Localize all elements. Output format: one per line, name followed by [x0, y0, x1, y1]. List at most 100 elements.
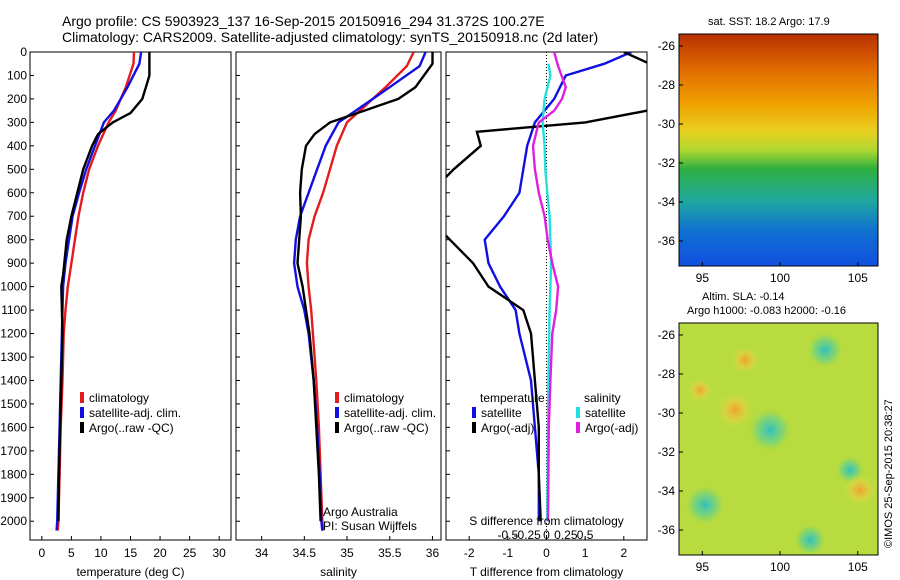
y-tick-label: 1300	[0, 350, 27, 364]
y-tick-label: 200	[7, 92, 27, 106]
s-tick-label: 0.5	[577, 528, 594, 542]
map-x-tick-label: 105	[848, 271, 868, 285]
x-tick-label: 20	[153, 546, 167, 560]
x-tick-label: 0	[543, 546, 550, 560]
s-tick-label: -0.25	[513, 528, 541, 542]
map-y-tick-label: -32	[658, 445, 676, 459]
sst-map-frame	[678, 33, 879, 267]
legend-swatch	[335, 407, 339, 418]
y-tick-label: 1200	[0, 327, 27, 341]
y-tick-label: 1700	[0, 444, 27, 458]
map-y-tick-label: -26	[658, 39, 676, 53]
sla-map-spots	[685, 332, 876, 556]
annotation: Argo Australia	[323, 505, 398, 519]
x-tick-label: 25	[183, 546, 197, 560]
x-tick-label: 35.5	[378, 546, 402, 560]
s-tick-label: 0.25	[554, 528, 578, 542]
map-x-tick-label: 95	[696, 271, 710, 285]
map-y-tick-label: -34	[658, 195, 676, 209]
legend-label: satellite-adj. clim.	[344, 406, 436, 420]
y-tick-label: 1500	[0, 397, 27, 411]
sla-map-frame	[678, 322, 879, 556]
x-tick-label: 1	[582, 546, 589, 560]
x-tick-label: -2	[464, 546, 475, 560]
series-line-1	[446, 52, 647, 522]
y-tick-label: 700	[7, 209, 27, 223]
x-tick-label: 15	[124, 546, 138, 560]
y-tick-label: 1600	[0, 420, 27, 434]
sst-map-image	[679, 34, 878, 266]
legend-label: climatology	[344, 391, 404, 405]
x-tick-label: 0	[38, 546, 45, 560]
x-tick-label: 34.5	[293, 546, 317, 560]
sst-map-title: sat. SST: 18.2 Argo: 17.9	[708, 16, 830, 28]
map-y-tick-label: -26	[658, 328, 676, 342]
profile-panels: 0100200300400500600700800900100011001200…	[0, 45, 648, 579]
series-line-1	[292, 52, 427, 531]
map-y-tick-label: -32	[658, 156, 676, 170]
x-tick-label: -1	[503, 546, 514, 560]
x-tick-label: 10	[94, 546, 108, 560]
legend-label: Argo(-adj)	[481, 421, 534, 435]
y-tick-label: 1800	[0, 467, 27, 481]
series-line-3	[531, 52, 568, 522]
y-tick-label: 0	[20, 45, 27, 59]
y-tick-label: 1100	[1, 303, 27, 317]
x-tick-label: 36	[426, 546, 440, 560]
y-tick-label: 100	[7, 68, 27, 82]
series-line-1	[55, 52, 143, 531]
legend-swatch	[335, 422, 339, 433]
y-tick-label: 500	[7, 162, 27, 176]
map-x-tick-label: 95	[696, 560, 710, 574]
legend-swatch	[576, 422, 580, 433]
y-tick-label: 1400	[0, 373, 27, 387]
legend-swatch	[335, 392, 339, 403]
sst-map: sat. SST: 18.2 Argo: 17.9 95 100 105 -26 -28…	[658, 16, 879, 285]
panel-salinity-profile: 34 34.5 35 35.5 36 salinity climatologysatelli…	[235, 51, 442, 579]
series-line-2	[541, 63, 553, 522]
s-tick-label: -0.5	[498, 528, 519, 542]
legend-label: Argo(..raw -QC)	[89, 421, 174, 435]
y-tick-label: 900	[7, 256, 27, 270]
legend-swatch	[472, 422, 476, 433]
x-tick-label: 34	[255, 546, 269, 560]
map-y-tick-label: -36	[658, 234, 676, 248]
y-tick-label: 600	[7, 186, 27, 200]
x-axis-label: temperature (deg C)	[76, 565, 184, 579]
legend-label: satellite	[481, 406, 522, 420]
series-line-2	[296, 52, 434, 522]
sst-map-ticks: 95 100 105 -26 -28 -30 -32 -34 -36	[658, 39, 868, 285]
y-tick-label: 300	[7, 115, 27, 129]
y-tick-label: 1000	[0, 280, 27, 294]
x-tick-label: 35	[340, 546, 354, 560]
x-axis-label: T difference from climatology	[470, 565, 624, 579]
map-x-tick-label: 100	[770, 560, 790, 574]
legend-label: Argo(-adj)	[585, 421, 638, 435]
legend-swatch	[80, 422, 84, 433]
legend-swatch	[80, 407, 84, 418]
series-line-0	[483, 52, 632, 522]
legend-label: satellite	[585, 406, 626, 420]
x-tick-label: 5	[68, 546, 75, 560]
series-line-0	[305, 52, 415, 531]
legend-swatch	[80, 392, 84, 403]
legend-swatch	[576, 407, 580, 418]
panel-frame	[235, 51, 442, 541]
y-tick-label: 2000	[0, 514, 27, 528]
y-tick-label: 1900	[0, 491, 27, 505]
map-y-tick-label: -30	[658, 406, 676, 420]
map-y-tick-label: -28	[658, 78, 676, 92]
annotation: PI: Susan Wijffels	[323, 519, 417, 533]
map-y-tick-label: -36	[658, 523, 676, 537]
y-tick-label: 400	[7, 139, 27, 153]
sla-map-title-2: Argo h1000: -0.083 h2000: -0.16	[687, 305, 846, 317]
panel-temperature-profile: 0100200300400500600700800900100011001200…	[0, 45, 232, 579]
map-y-tick-label: -28	[658, 367, 676, 381]
map-x-tick-label: 105	[848, 560, 868, 574]
imos-credit: ©IMOS 25-Sep-2015 20:38:27	[883, 399, 895, 548]
legend-swatch	[472, 407, 476, 418]
series-line-2	[57, 52, 151, 522]
s-tick-label: 0	[543, 528, 550, 542]
header-line-2: Climatology: CARS2009. Satellite-adjuste…	[62, 29, 598, 45]
